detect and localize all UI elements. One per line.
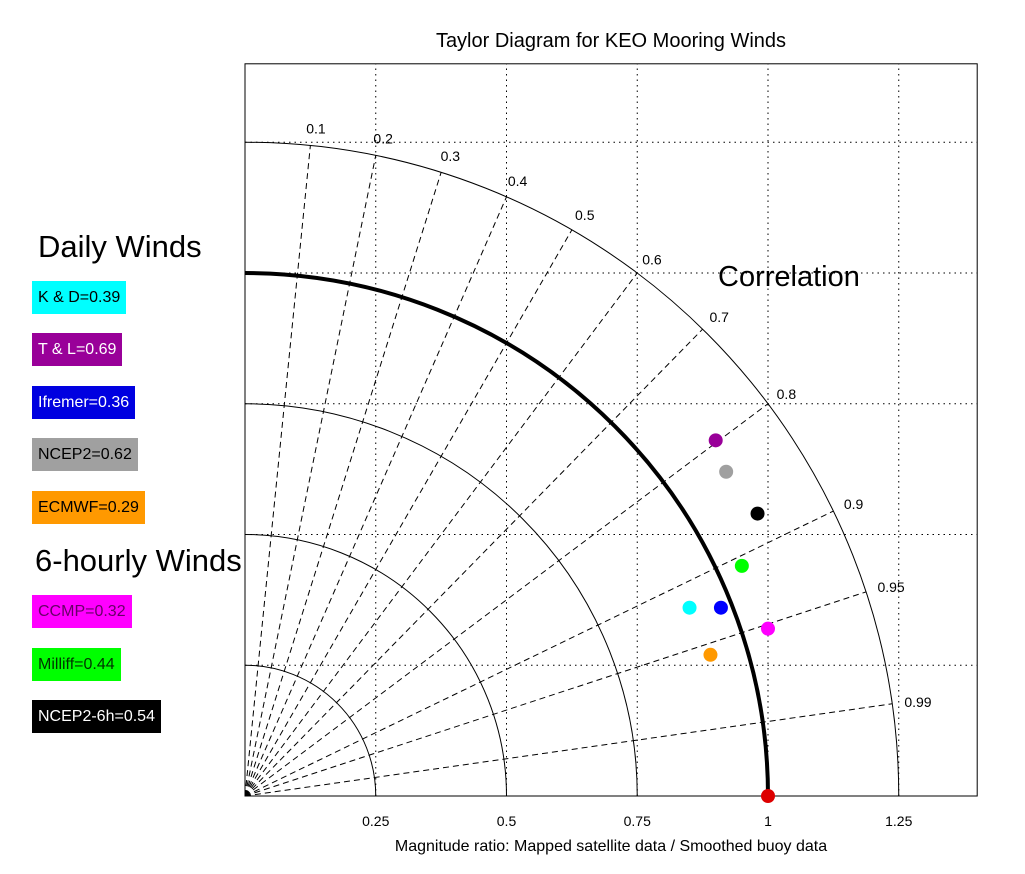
legend-heading-daily: Daily Winds: [38, 229, 202, 264]
legend-item: K & D=0.39: [32, 281, 127, 314]
correlation-tick-label: 0.2: [373, 131, 393, 147]
radius-arc: [244, 141, 900, 797]
legend-item: Ifremer=0.36: [32, 386, 136, 419]
correlation-ray: [244, 703, 893, 797]
correlation-tick-label: 0.99: [904, 694, 931, 710]
correlation-ray: [244, 155, 377, 797]
legend-heading-6hourly: 6-hourly Winds: [35, 543, 242, 578]
correlation-ray: [244, 172, 442, 797]
correlation-tick-label: 0.5: [575, 207, 595, 223]
data-point-ncep2: [719, 464, 734, 479]
correlation-tick-label: 0.8: [777, 386, 797, 402]
legend-item: NCEP2-6h=0.54: [32, 700, 161, 733]
x-tick-label: 0.5: [497, 813, 517, 829]
legend-item: NCEP2=0.62: [32, 438, 138, 471]
x-axis-label: Magnitude ratio: Mapped satellite data /…: [395, 838, 827, 855]
correlation-tick-label: 0.4: [508, 173, 528, 189]
data-point-milliff: [734, 558, 749, 573]
data-point-ncep2-6h: [750, 506, 765, 521]
correlation-tick-label: 0.3: [441, 148, 461, 164]
x-tick-label: 1: [764, 813, 772, 829]
reference-arc: [244, 271, 770, 797]
data-point-ccmp: [761, 621, 775, 636]
data-point-t-l: [708, 433, 723, 448]
correlation-tick-label: 0.6: [642, 251, 662, 267]
radius-arc: [244, 403, 638, 797]
correlation-tick-label: 0.9: [844, 496, 864, 512]
legend-item: Milliff=0.44: [32, 648, 121, 681]
correlation-ray: [244, 403, 769, 797]
legend-item: T & L=0.69: [32, 333, 123, 366]
correlation-ray: [244, 591, 867, 797]
radius-arc: [244, 534, 507, 797]
legend-item: ECMWF=0.29: [32, 491, 145, 524]
x-tick-label: 0.25: [362, 813, 389, 829]
axes-box: [244, 63, 978, 797]
legend-item: CCMP=0.32: [32, 595, 132, 628]
correlation-tick-label: 0.95: [877, 579, 904, 595]
radius-arc: [244, 664, 377, 797]
x-tick-label: 0.75: [624, 813, 651, 829]
data-point-ecmwf: [703, 647, 718, 662]
data-point-k-d: [682, 600, 697, 615]
correlation-ray: [244, 328, 703, 797]
correlation-tick-label: 0.7: [709, 309, 729, 325]
correlation-ray: [244, 229, 573, 797]
correlation-tick-label: 0.1: [306, 120, 326, 136]
x-tick-label: 1.25: [885, 813, 912, 829]
data-point-reference: [761, 789, 775, 803]
correlation-ray: [244, 196, 507, 797]
correlation-ray: [244, 145, 311, 797]
data-point-ifremer: [713, 600, 728, 615]
correlation-ray: [244, 510, 834, 797]
correlation-ray: [244, 272, 638, 797]
chart-title: Taylor Diagram for KEO Mooring Winds: [436, 30, 786, 52]
correlation-label: Correlation: [718, 261, 860, 293]
